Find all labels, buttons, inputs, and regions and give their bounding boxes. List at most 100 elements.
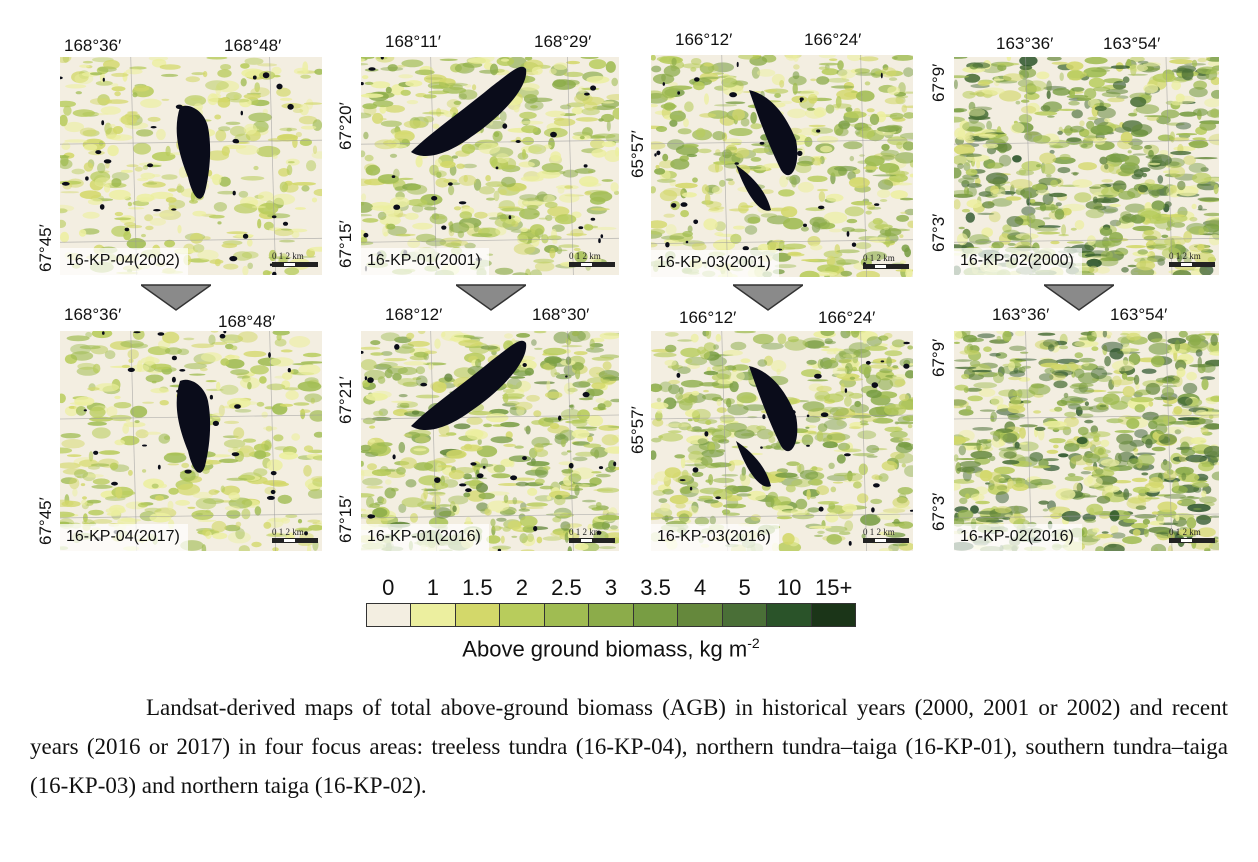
down-arrow-icon: [733, 284, 803, 311]
panel-kp01-2001-lon-east: 168°29′: [534, 32, 592, 51]
panel-kp04-2017-lat: 67°45′: [36, 497, 55, 545]
biomass-map: [361, 57, 619, 275]
map-panel-kp03-2016: 16-KP-03(2016) 0 1 2 km: [651, 331, 913, 551]
panel-kp03-2016-lon-east: 166°24′: [818, 308, 876, 327]
panel-kp01-2016-lon-west: 168°12′: [385, 305, 443, 324]
legend-color-bar: [366, 603, 856, 627]
biomass-legend: 0 1 1.5 2 2.5 3 3.5 4 5 10 15+ Above ground biomas…: [366, 575, 856, 662]
panel-kp02-2000-lon-east: 163°54′: [1103, 34, 1161, 53]
panel-kp04-2017-lon-east: 168°48′: [218, 312, 276, 331]
panel-kp01-2001-lon-west: 168°11′: [385, 32, 441, 51]
panel-kp03-2001-lon-west: 166°12′: [675, 30, 733, 49]
panel-kp02-2016-lat-south: 67°3′: [929, 492, 948, 531]
scale-bar: 0 1 2 km: [569, 527, 615, 543]
legend-color-swatch: [589, 604, 634, 626]
panel-label: 16-KP-04(2002): [60, 248, 188, 275]
legend-color-swatch: [544, 604, 590, 626]
legend-color-swatch: [678, 604, 723, 626]
legend-tick-label: 10: [776, 575, 802, 600]
legend-color-swatch: [500, 604, 545, 626]
legend-tick-label: 2.5: [551, 575, 582, 600]
down-arrow-icon: [141, 284, 211, 311]
vegetation-texture: [60, 331, 322, 551]
scale-bar: 0 1 2 km: [569, 251, 615, 267]
panel-kp04-2002-lon-west: 168°36′: [64, 36, 122, 55]
legend-tick-label: 1: [426, 575, 439, 600]
ponds: [654, 61, 883, 267]
biomass-map: [361, 331, 619, 551]
scale-bar: 0 1 2 km: [1169, 251, 1215, 267]
vegetation-texture: [651, 331, 913, 551]
panel-label: 16-KP-03(2001): [651, 250, 779, 277]
panel-kp01-2016-lat-north: 67°21′: [336, 376, 355, 424]
lake: [411, 66, 527, 157]
graticule: [361, 57, 619, 275]
legend-tick-label: 3: [604, 575, 618, 600]
legend-tick-label: 2: [515, 575, 529, 600]
panel-kp04-2017-lon-west: 168°36′: [64, 305, 122, 324]
panel-label: 16-KP-04(2017): [60, 524, 188, 551]
panel-kp03-2016-lat: 65°57′: [628, 406, 647, 454]
panel-kp02-2000-lat-north: 67°9′: [929, 63, 948, 102]
map-panel-kp02-2016: 16-KP-02(2016) 0 1 2 km: [954, 331, 1219, 551]
lake: [176, 105, 211, 199]
panel-kp04-2002-lon-east: 168°48′: [224, 36, 282, 55]
lake: [736, 366, 798, 487]
panel-kp04-2002-lat: 67°45′: [36, 224, 55, 272]
panel-kp03-2001-lon-east: 166°24′: [804, 30, 862, 49]
legend-color-swatch: [455, 604, 501, 626]
legend-tick-label: 1.5: [462, 575, 493, 600]
map-panel-kp02-2000: 16-KP-02(2000) 0 1 2 km: [954, 57, 1219, 275]
legend-tick-label: 0: [382, 575, 395, 600]
biomass-map: [651, 331, 913, 551]
panel-kp01-2001-lat-north: 67°20′: [336, 102, 355, 150]
panel-label: 16-KP-01(2016): [361, 524, 489, 551]
panel-kp02-2016-lon-west: 163°36′: [992, 305, 1050, 324]
biomass-map: [60, 331, 322, 551]
legend-tick-label: 15+: [815, 575, 853, 600]
legend-color-swatch: [367, 604, 412, 626]
legend-title: Above ground biomass, kg m-2: [462, 635, 760, 662]
legend-color-swatch: [767, 604, 812, 626]
lake: [411, 340, 527, 431]
graticule: [361, 331, 619, 551]
down-arrow-icon: [456, 284, 526, 311]
legend-tick-label: 3.5: [640, 575, 671, 600]
legend-tick-label: 4: [693, 575, 707, 600]
vegetation-texture: [361, 57, 619, 275]
legend-ticks: 0 1 1.5 2 2.5 3 3.5 4 5 10 15+: [366, 575, 856, 603]
scale-bar: 0 1 2 km: [272, 527, 318, 543]
lake: [176, 379, 211, 473]
panel-kp03-2016-lon-west: 166°12′: [679, 308, 737, 327]
map-panel-kp04-2017: 16-KP-04(2017) 0 1 2 km: [60, 331, 322, 551]
panel-kp02-2016-lon-east: 163°54′: [1110, 305, 1168, 324]
map-panel-kp03-2001: 16-KP-03(2001) 0 1 2 km: [651, 55, 913, 277]
lake: [736, 90, 798, 211]
panel-label: 16-KP-02(2016): [954, 524, 1082, 551]
map-panel-kp01-2001: 16-KP-01(2001) 0 1 2 km: [361, 57, 619, 275]
panel-label: 16-KP-01(2001): [361, 248, 489, 275]
panel-label: 16-KP-02(2000): [954, 248, 1082, 275]
legend-color-swatch: [633, 604, 679, 626]
biomass-map: [651, 55, 913, 277]
map-panel-kp04-2002: 16-KP-04(2002) 0 1 2 km: [60, 57, 322, 275]
panel-label: 16-KP-03(2016): [651, 524, 779, 551]
graticule: [651, 55, 913, 277]
graticule: [954, 57, 1219, 275]
legend-color-swatch: [722, 604, 768, 626]
ponds: [60, 72, 294, 275]
graticule: [954, 331, 1219, 551]
biomass-map: [60, 57, 322, 275]
legend-color-swatch: [811, 604, 855, 626]
panel-kp02-2000-lon-west: 163°36′: [996, 34, 1054, 53]
down-arrow-icon: [1044, 284, 1114, 311]
biomass-map: [954, 331, 1219, 551]
legend-tick-label: 5: [738, 575, 751, 600]
scale-bar: 0 1 2 km: [863, 253, 909, 269]
legend-color-swatch: [411, 604, 456, 626]
biomass-map: [954, 57, 1219, 275]
panel-kp01-2001-lat-south: 67°15′: [336, 220, 355, 268]
figure-caption: Landsat-derived maps of total above-grou…: [30, 695, 1228, 798]
scale-bar: 0 1 2 km: [863, 527, 909, 543]
panel-kp01-2016-lon-east: 168°30′: [532, 305, 590, 324]
